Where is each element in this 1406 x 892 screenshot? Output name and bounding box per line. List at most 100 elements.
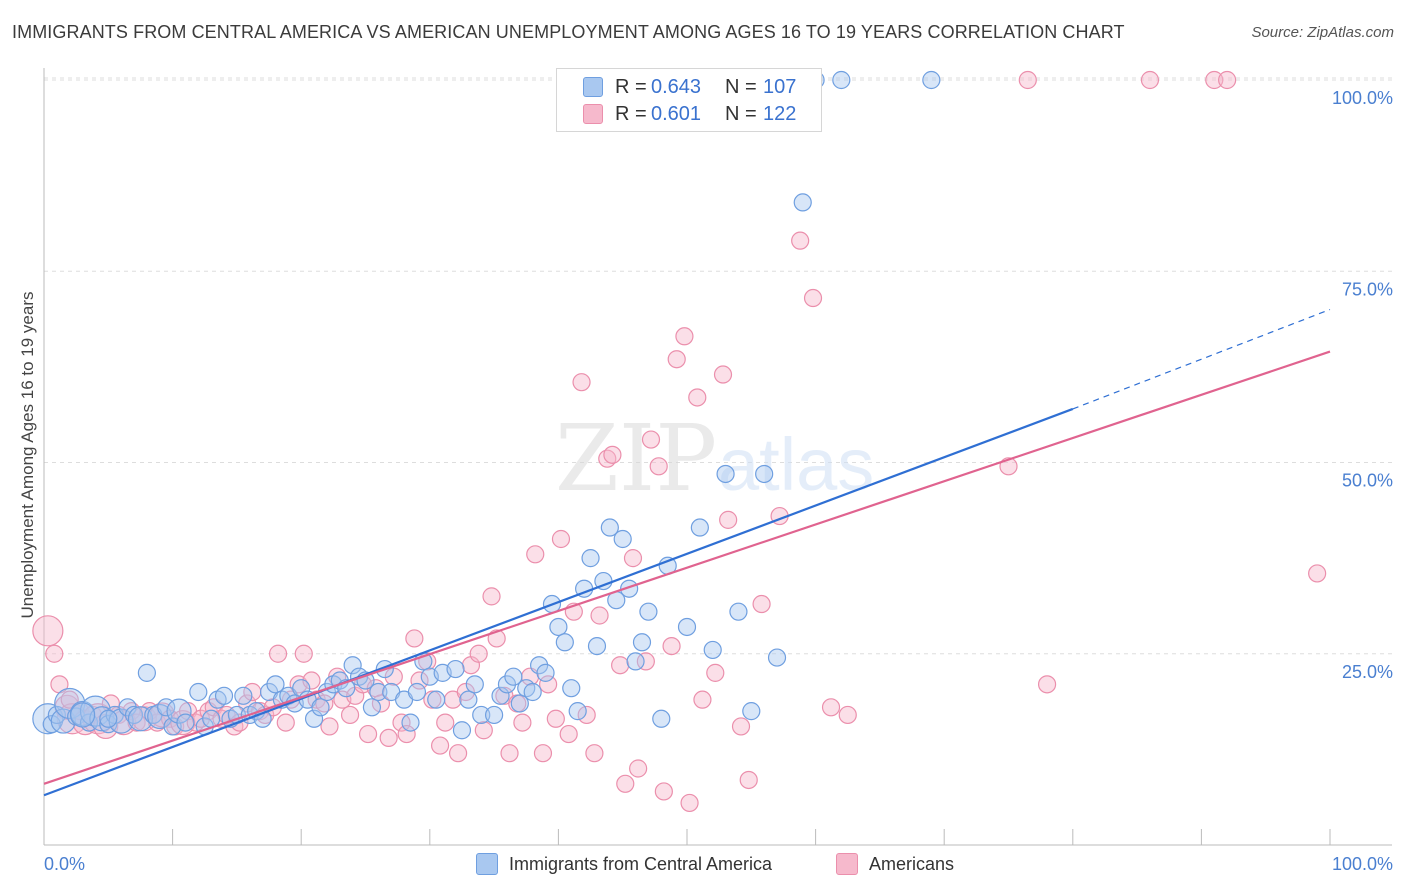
x-tick-label: 0.0% — [44, 854, 85, 874]
data-point — [1205, 70, 1224, 90]
data-point — [465, 675, 484, 694]
data-point — [623, 549, 643, 568]
data-point — [358, 724, 378, 744]
data-point — [127, 706, 154, 732]
data-point — [45, 644, 64, 663]
data-point — [616, 774, 635, 793]
data-point — [214, 686, 234, 705]
data-point — [343, 656, 362, 675]
chart-title: IMMIGRANTS FROM CENTRAL AMERICA VS AMERI… — [12, 22, 1125, 42]
data-point — [838, 705, 857, 725]
data-point — [652, 709, 671, 728]
data-point — [559, 724, 578, 744]
data-point — [176, 713, 195, 732]
data-point — [99, 709, 118, 728]
data-point — [546, 709, 565, 728]
data-point — [189, 682, 208, 702]
data-point — [379, 728, 398, 748]
data-point — [654, 782, 673, 801]
stats-box: R = 0.643 N = 107 R = 0.601 N = 122 — [556, 68, 822, 132]
stats-row-pink: R = 0.601 N = 122 — [557, 101, 821, 127]
data-point — [423, 690, 442, 709]
data-point — [636, 652, 655, 671]
n-value: 122 — [763, 103, 797, 125]
data-point — [688, 388, 707, 407]
data-point — [536, 663, 555, 682]
data-point — [50, 708, 76, 734]
data-point — [629, 759, 648, 778]
data-point — [755, 464, 774, 484]
data-point — [731, 717, 751, 736]
data-point — [474, 721, 493, 740]
data-point — [32, 703, 64, 735]
data-point — [459, 690, 478, 709]
n-label: N = — [725, 103, 757, 125]
x-tick-label: 100.0% — [1332, 854, 1393, 874]
data-point — [491, 686, 510, 705]
watermark-zip: ZIP — [555, 405, 717, 512]
data-point — [504, 667, 523, 686]
data-point — [675, 327, 694, 346]
data-point — [729, 602, 748, 621]
data-point — [649, 457, 668, 476]
data-point — [539, 675, 558, 694]
data-point — [587, 636, 607, 656]
data-point — [234, 686, 253, 705]
data-point — [667, 350, 686, 369]
data-point — [401, 713, 420, 732]
data-point — [626, 652, 645, 671]
data-point — [590, 606, 609, 625]
data-point — [340, 705, 360, 725]
data-point — [662, 636, 681, 656]
n-value: 107 — [763, 76, 797, 98]
data-point — [793, 193, 812, 212]
data-point — [562, 679, 581, 698]
data-point — [767, 648, 787, 667]
data-point — [469, 644, 488, 663]
data-point — [1308, 564, 1327, 583]
data-point — [452, 721, 472, 740]
data-point — [320, 717, 339, 736]
data-point — [585, 744, 604, 763]
data-point — [680, 793, 699, 813]
legend-label: Immigrants from Central America — [509, 854, 773, 874]
y-tick-label: 75.0% — [1342, 279, 1393, 299]
data-point — [581, 549, 600, 568]
data-point — [639, 602, 658, 621]
data-point — [108, 708, 134, 734]
y-tick-label: 50.0% — [1342, 471, 1393, 491]
data-point — [922, 70, 941, 90]
data-point — [47, 705, 66, 725]
data-point — [60, 690, 79, 709]
data-point — [620, 579, 639, 598]
data-point — [533, 744, 553, 763]
r-value: 0.643 — [651, 76, 702, 98]
data-point — [427, 690, 446, 709]
data-point — [613, 529, 632, 549]
trend-lines — [43, 308, 1331, 797]
data-point — [611, 656, 630, 675]
data-point — [1037, 675, 1057, 694]
data-point — [555, 633, 574, 652]
data-point — [568, 702, 587, 721]
data-point — [446, 659, 465, 679]
n-label: N = — [725, 76, 757, 98]
data-point — [693, 690, 712, 709]
data-point — [448, 744, 468, 763]
data-point — [500, 744, 519, 763]
pink-trend-line — [43, 350, 1331, 785]
data-point — [302, 671, 321, 690]
data-point — [603, 445, 622, 464]
data-point — [742, 702, 761, 721]
data-point — [641, 430, 661, 449]
watermark-atlas: atlas — [718, 423, 874, 506]
data-point — [752, 594, 771, 614]
data-point — [266, 675, 285, 694]
data-point — [124, 705, 144, 725]
watermark: ZIP atlas — [555, 405, 874, 512]
data-point — [513, 713, 532, 732]
data-point — [1218, 70, 1237, 90]
data-point — [405, 629, 424, 648]
data-point — [99, 715, 118, 734]
